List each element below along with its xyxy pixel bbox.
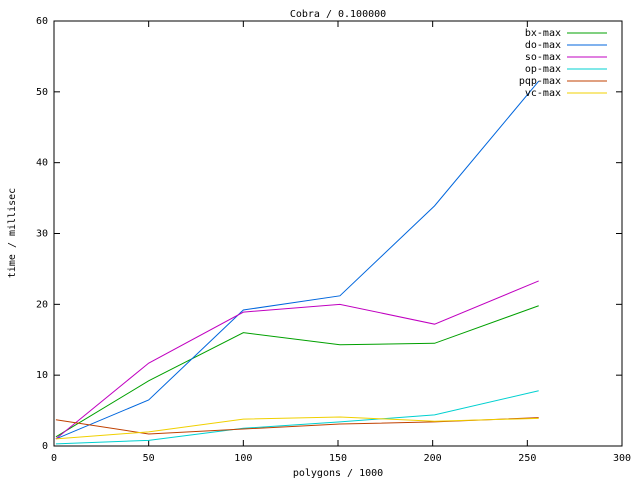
legend-label: vc-max bbox=[525, 88, 561, 99]
series-line bbox=[55, 80, 540, 440]
series-line bbox=[55, 305, 539, 438]
y-tick-label: 10 bbox=[36, 370, 48, 381]
legend-label: so-max bbox=[525, 52, 561, 63]
legend-label: bx-max bbox=[525, 28, 561, 39]
legend-label: pqp-max bbox=[519, 76, 561, 87]
series-line bbox=[55, 390, 539, 445]
series-line bbox=[55, 280, 539, 440]
x-tick-label: 50 bbox=[143, 453, 155, 464]
legend-label: op-max bbox=[525, 64, 561, 75]
chart-title: Cobra / 0.100000 bbox=[290, 9, 386, 20]
x-tick-label: 150 bbox=[329, 453, 347, 464]
x-tick-label: 200 bbox=[424, 453, 442, 464]
y-tick-label: 30 bbox=[36, 229, 48, 240]
y-tick-label: 20 bbox=[36, 299, 48, 310]
y-tick-label: 40 bbox=[36, 158, 48, 169]
x-tick-label: 100 bbox=[234, 453, 252, 464]
x-tick-label: 300 bbox=[613, 453, 631, 464]
y-tick-label: 60 bbox=[36, 16, 48, 27]
y-tick-label: 50 bbox=[36, 87, 48, 98]
x-tick-label: 250 bbox=[518, 453, 536, 464]
x-tick-label: 0 bbox=[51, 453, 57, 464]
y-tick-label: 0 bbox=[42, 441, 48, 452]
x-axis-label: polygons / 1000 bbox=[293, 468, 383, 479]
legend-label: do-max bbox=[525, 40, 561, 51]
y-axis-label: time / millisec bbox=[7, 188, 18, 278]
series-line bbox=[55, 416, 539, 440]
